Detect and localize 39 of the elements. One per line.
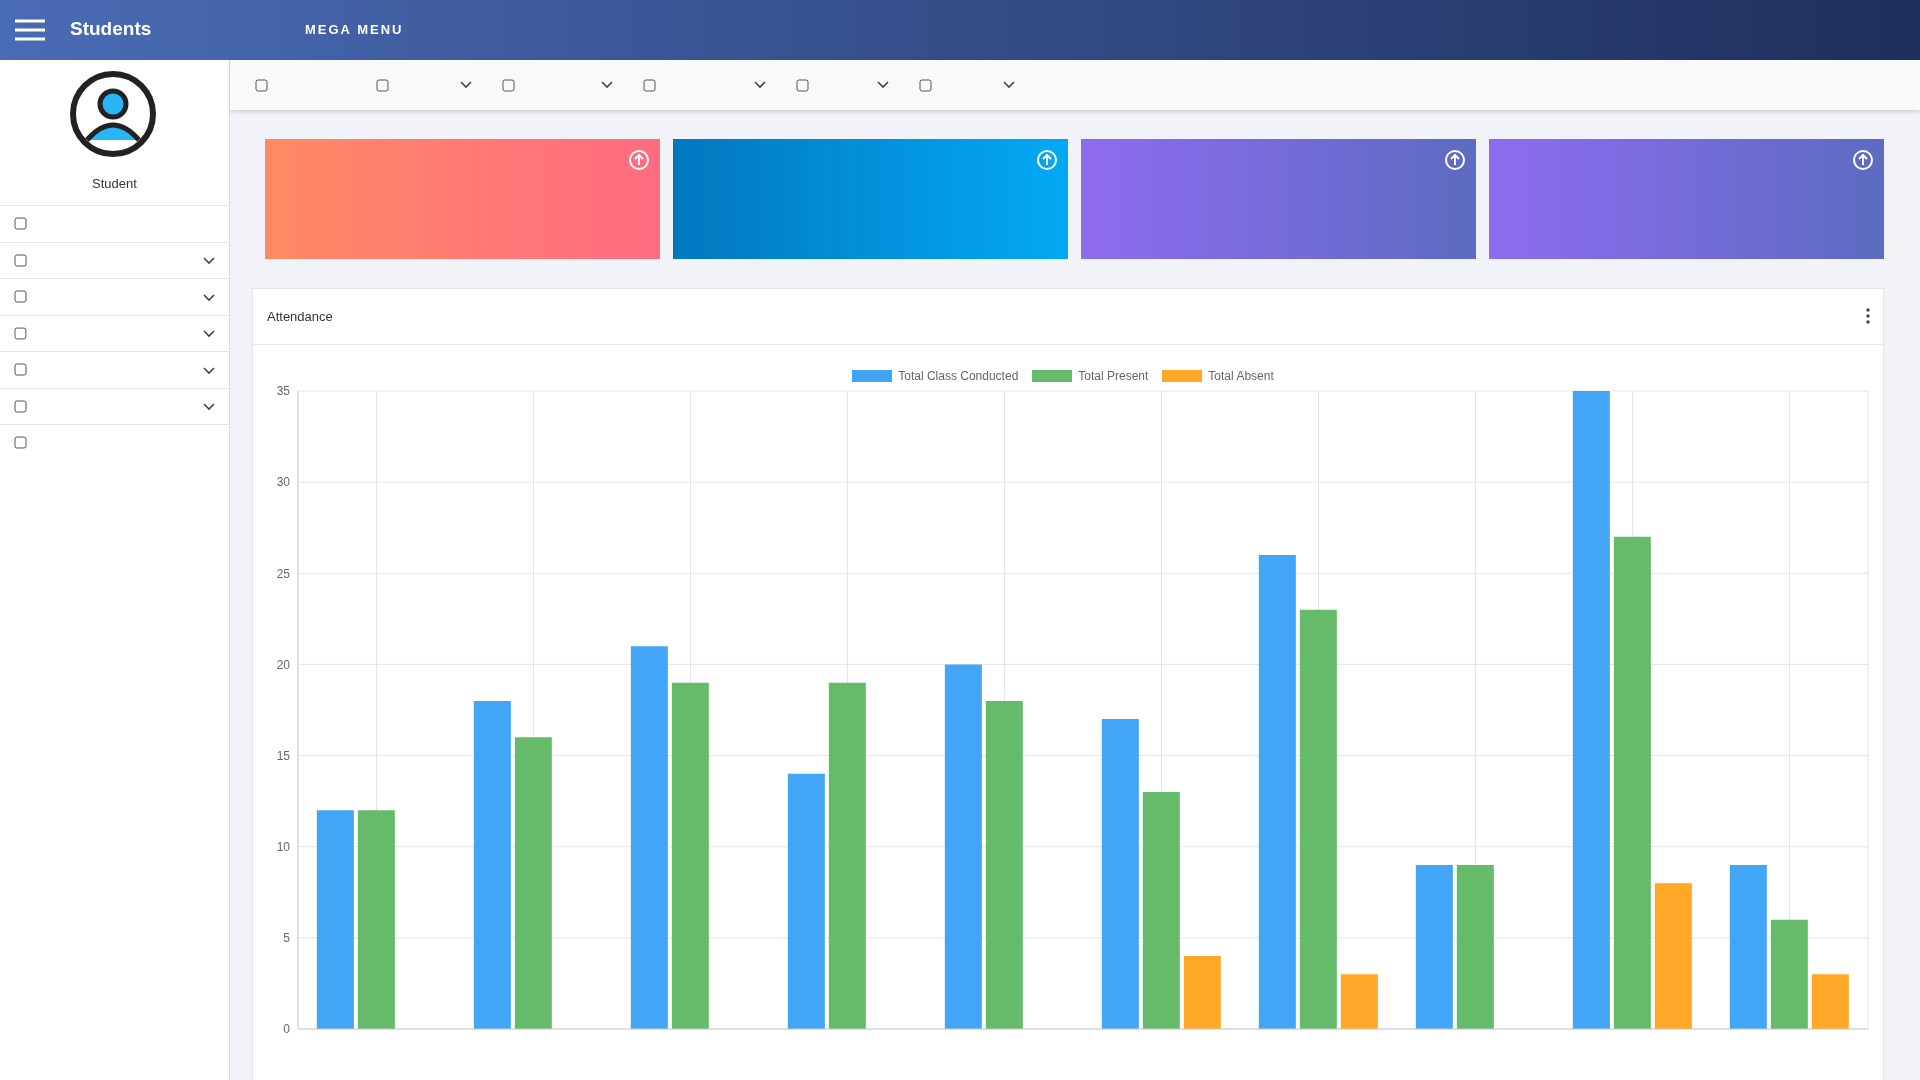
bar xyxy=(1340,974,1378,1029)
y-tick-label: 5 xyxy=(283,931,291,946)
bar xyxy=(944,664,982,1029)
y-tick-label: 35 xyxy=(276,384,291,399)
legend-label: Total Absent xyxy=(1208,369,1274,383)
bar xyxy=(1456,864,1494,1029)
chart-title: Attendance xyxy=(253,289,1883,345)
y-tick-label: 15 xyxy=(276,748,291,763)
bar xyxy=(1101,719,1139,1029)
bar xyxy=(1613,536,1651,1029)
y-tick-label: 20 xyxy=(276,657,291,672)
text: MEGA MENU xyxy=(305,22,404,37)
text: Students xyxy=(70,18,152,40)
legend-label: Total Class Conducted xyxy=(898,369,1019,383)
bar xyxy=(985,700,1023,1029)
bar xyxy=(1654,883,1692,1029)
y-tick-label: 0 xyxy=(283,1022,291,1037)
bar xyxy=(1770,919,1808,1029)
bar xyxy=(1415,864,1453,1029)
bar xyxy=(1299,609,1337,1029)
bar xyxy=(1258,555,1296,1029)
bar xyxy=(787,773,825,1029)
y-tick-label: 30 xyxy=(276,475,291,490)
bar xyxy=(357,810,395,1029)
bar xyxy=(473,700,511,1029)
bar xyxy=(514,737,552,1029)
bar xyxy=(1729,864,1767,1029)
bar xyxy=(630,646,668,1029)
text: Student xyxy=(91,176,138,191)
y-tick-label: 10 xyxy=(276,839,291,854)
bar xyxy=(1183,956,1221,1029)
bar xyxy=(1572,391,1610,1029)
bar xyxy=(671,682,709,1029)
y-tick-label: 25 xyxy=(276,566,291,581)
bar xyxy=(828,682,866,1029)
bar xyxy=(1142,792,1180,1029)
bar xyxy=(1811,974,1849,1029)
legend-label: Total Present xyxy=(1078,369,1149,383)
bar xyxy=(316,810,354,1029)
